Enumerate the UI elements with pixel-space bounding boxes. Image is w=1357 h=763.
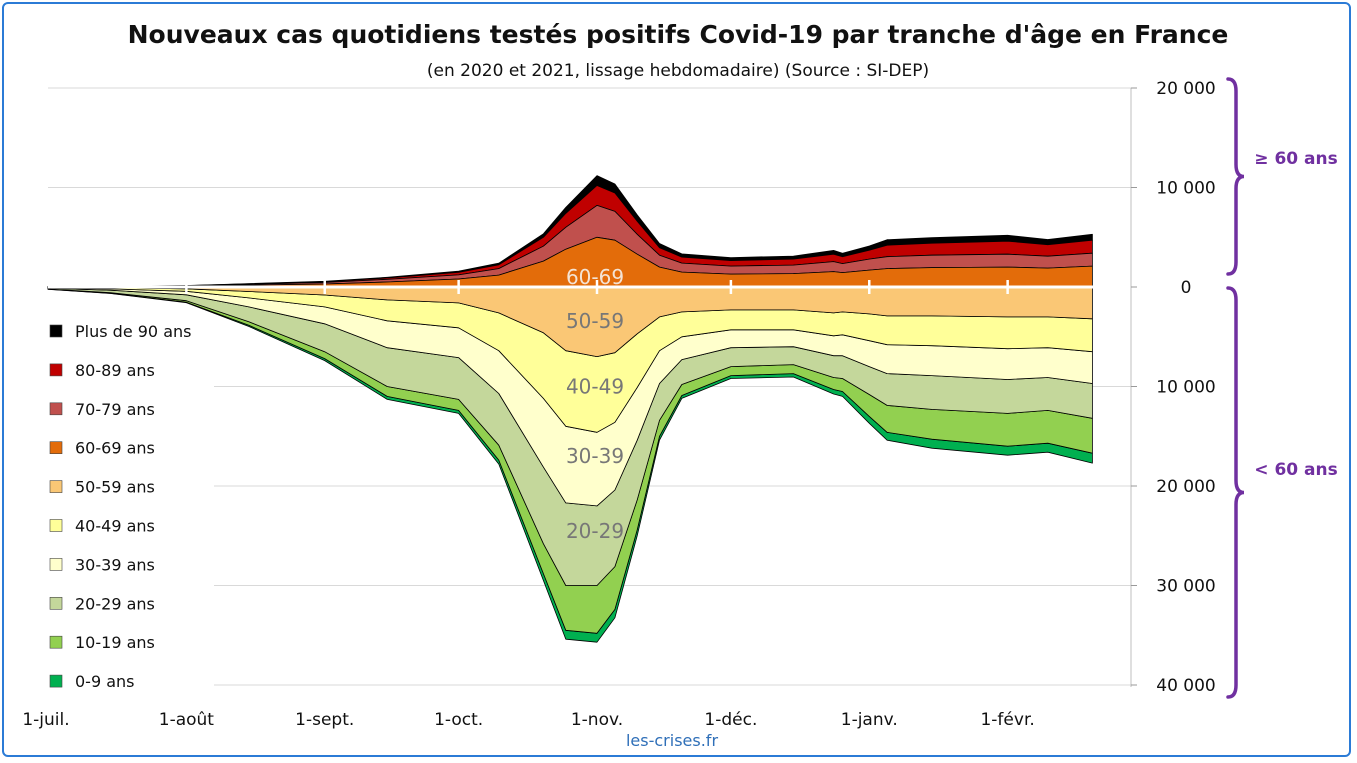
x-tick-label: 1-févr.: [980, 710, 1034, 730]
legend-swatch: [49, 596, 63, 610]
y-tick-label: 10 000: [1156, 179, 1215, 199]
y-tick-label: 30 000: [1156, 577, 1215, 597]
x-tick-label: 1-nov.: [571, 710, 623, 730]
legend-label: 80-89 ans: [75, 361, 155, 380]
legend-label: 0-9 ans: [75, 672, 135, 691]
legend-swatch: [49, 635, 63, 649]
x-tick-label: 1-déc.: [704, 710, 757, 730]
x-tick-label: 1-août: [159, 710, 215, 730]
stacked-areas: [47, 175, 1093, 643]
x-tick-label: 1-sept.: [295, 710, 354, 730]
legend-label: 20-29 ans: [75, 594, 155, 613]
legend-label: 50-59 ans: [75, 478, 155, 497]
legend-swatch: [49, 674, 63, 688]
y-tick-label: 0: [1181, 278, 1192, 298]
legend-label: 10-19 ans: [75, 633, 155, 652]
source-label: les-crises.fr: [626, 731, 718, 750]
legend-swatch: [49, 519, 63, 532]
band-labels: 60-69 50-59 40-49 30-39 20-29: [566, 265, 624, 543]
x-tick-label: 1-janv.: [841, 710, 898, 730]
axes: 20 000 10 000 0 10 000 20 000 30 000 40 000 1-j…: [22, 79, 1215, 730]
band-label: 60-69: [566, 265, 624, 289]
curly-brace: [1226, 286, 1245, 699]
legend-swatch: [49, 558, 63, 571]
y-tick-label: 20 000: [1156, 79, 1215, 99]
legend-swatch: [49, 363, 63, 377]
legend-label: 40-49 ans: [75, 517, 155, 536]
brace-label-lower: < 60 ans: [1254, 460, 1337, 480]
brace-label-upper: ≥ 60 ans: [1254, 149, 1337, 169]
legend-swatch: [49, 402, 63, 416]
x-tick-label: 1-oct.: [434, 710, 483, 730]
x-tick-label: 1-juil.: [22, 710, 69, 730]
y-tick-label: 10 000: [1156, 378, 1215, 398]
legend-swatch: [49, 324, 63, 338]
legend: Plus de 90 ans 80-89 ans 70-79 ans 60-69 an…: [49, 322, 191, 691]
chart-subtitle: (en 2020 et 2021, lissage hebdomadaire) …: [427, 61, 929, 81]
legend-label: Plus de 90 ans: [75, 322, 191, 341]
band-label: 20-29: [566, 519, 624, 543]
legend-swatch: [49, 480, 63, 493]
legend-swatch: [49, 441, 63, 455]
band-label: 40-49: [566, 375, 624, 399]
band-label: 50-59: [566, 309, 624, 333]
age-braces: [1226, 77, 1245, 699]
legend-label: 60-69 ans: [75, 439, 155, 458]
y-tick-label: 40 000: [1156, 676, 1215, 696]
legend-label: 70-79 ans: [75, 400, 155, 419]
chart-title: Nouveaux cas quotidiens testés positifs …: [128, 20, 1229, 49]
y-tick-label: 20 000: [1156, 477, 1215, 497]
legend-label: 30-39 ans: [75, 555, 155, 574]
band-label: 30-39: [566, 444, 624, 468]
curly-brace: [1226, 77, 1245, 276]
